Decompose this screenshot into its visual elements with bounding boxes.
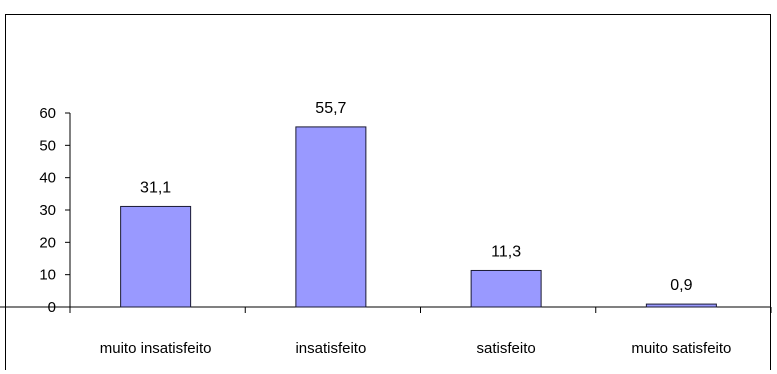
bar <box>295 126 367 308</box>
bar <box>645 303 717 308</box>
y-tick-label: 40 <box>39 170 56 187</box>
y-tick-label: 60 <box>39 105 56 122</box>
category-label: satisfeito <box>477 340 536 357</box>
axis-layer: 0 10 20 30 40 50 60 <box>0 105 772 316</box>
y-tick-label: 50 <box>39 137 56 154</box>
chart-frame <box>5 14 771 370</box>
category-label: muito insatisfeito <box>100 340 212 357</box>
y-tick-label: 20 <box>39 234 56 251</box>
label-layer: 31,1 muito insatisfeito 55,7 insatisfeito 11… <box>100 100 732 357</box>
bar-layer <box>120 126 717 308</box>
y-tick-label: 10 <box>39 267 56 284</box>
bar <box>470 269 542 308</box>
category-label: muito satisfeito <box>631 340 731 357</box>
y-tick-label: 0 <box>48 299 56 316</box>
category-label: insatisfeito <box>295 340 366 357</box>
data-label: 11,3 <box>491 243 521 260</box>
y-tick-label: 30 <box>39 202 56 219</box>
data-label: 31,1 <box>140 179 171 196</box>
data-label: 0,9 <box>670 277 692 294</box>
data-label: 55,7 <box>315 100 346 117</box>
bar <box>120 205 192 308</box>
